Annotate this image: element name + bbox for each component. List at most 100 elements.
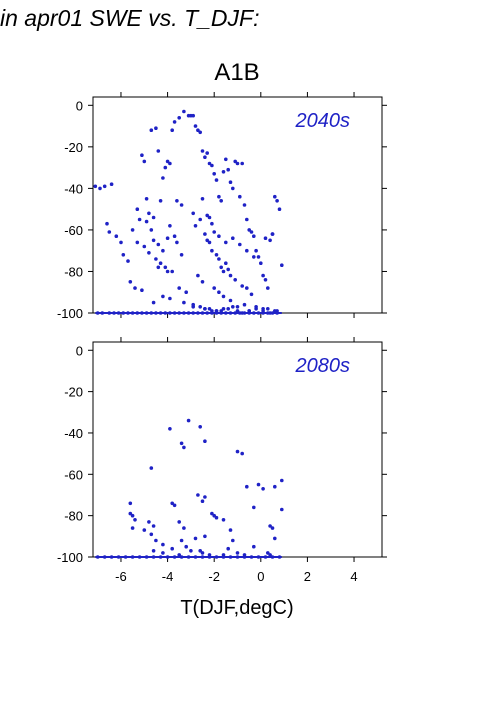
data-point [219, 265, 223, 270]
data-point [242, 302, 247, 307]
data-point [165, 159, 170, 164]
data-point [217, 234, 221, 238]
data-point [193, 124, 198, 128]
data-point [273, 536, 277, 541]
data-point [268, 553, 272, 557]
data-point [210, 511, 214, 516]
data-point [266, 286, 270, 290]
data-point [245, 248, 249, 253]
data-point [193, 536, 198, 541]
data-point [217, 257, 221, 261]
data-point [114, 234, 119, 238]
data-point [182, 300, 186, 305]
data-point [196, 273, 200, 278]
data-point [142, 244, 147, 249]
data-point [147, 251, 151, 255]
data-point [219, 199, 223, 203]
y-tick-label: -40 [64, 426, 83, 441]
y-tick-label: 0 [76, 98, 83, 113]
data-point [280, 507, 284, 512]
data-point [207, 307, 212, 311]
data-point [256, 482, 261, 487]
x-tick-label: 2 [304, 569, 311, 584]
data-point [273, 194, 277, 199]
panels: 0-20-40-60-80-1002040s0-20-40-60-80-100-… [57, 92, 387, 584]
data-point [252, 544, 256, 549]
data-point [221, 518, 226, 522]
data-point [245, 484, 249, 489]
data-point [133, 518, 137, 522]
data-point [214, 253, 219, 257]
data-point [130, 513, 135, 518]
data-point [235, 161, 240, 166]
data-point [207, 240, 212, 245]
data-point [240, 284, 244, 288]
data-point [191, 305, 195, 309]
data-point [161, 551, 165, 555]
data-point [107, 230, 112, 234]
data-point [182, 109, 186, 114]
data-point [172, 503, 177, 508]
data-point [168, 427, 172, 431]
y-tick-label: -20 [64, 140, 83, 155]
panel-label: 2080s [295, 355, 351, 377]
y-tick-label: -60 [64, 467, 83, 482]
data-point [226, 546, 230, 551]
data-point [168, 161, 172, 166]
page-title: in apr01 SWE vs. T_DJF: [0, 5, 260, 31]
data-point [158, 199, 163, 203]
data-point [203, 439, 207, 444]
y-tick-label: -40 [64, 181, 83, 196]
scatter-points [95, 418, 284, 559]
data-point [135, 207, 140, 211]
data-point [126, 259, 130, 263]
data-point [235, 309, 240, 313]
data-point [231, 236, 235, 240]
data-point [224, 261, 228, 266]
data-point [228, 528, 233, 532]
data-point [161, 176, 165, 180]
data-point [193, 224, 198, 228]
y-tick-label: 0 [76, 343, 83, 358]
data-point [142, 159, 147, 164]
data-point [149, 128, 154, 132]
data-point [198, 425, 202, 429]
data-point [200, 149, 205, 153]
data-point [247, 228, 251, 232]
data-point [161, 542, 165, 547]
data-point [128, 501, 133, 506]
data-point [268, 524, 272, 528]
data-point [151, 238, 156, 243]
data-point [245, 286, 249, 290]
data-point [240, 451, 244, 456]
data-point [207, 215, 212, 220]
data-point [242, 203, 247, 207]
data-point [221, 269, 226, 274]
data-point [149, 466, 154, 470]
data-point [156, 149, 161, 153]
y-tick-label: -80 [64, 509, 83, 524]
data-point [163, 265, 168, 270]
data-point [210, 221, 214, 226]
data-point [144, 197, 149, 201]
data-point [268, 238, 272, 243]
y-tick-label: -20 [64, 385, 83, 400]
data-point [261, 487, 265, 491]
x-tick-label: -2 [208, 569, 220, 584]
data-point [170, 269, 174, 274]
data-point [200, 197, 205, 201]
data-point [161, 248, 165, 253]
data-point [175, 240, 179, 245]
data-point [170, 128, 174, 132]
data-point [233, 159, 237, 164]
data-point [263, 236, 268, 240]
data-point [149, 532, 154, 537]
data-point [249, 292, 254, 297]
data-point [221, 170, 226, 174]
data-point [130, 228, 135, 232]
data-point [235, 551, 240, 555]
data-point [252, 255, 256, 259]
data-point [147, 520, 151, 524]
data-point [151, 549, 156, 553]
